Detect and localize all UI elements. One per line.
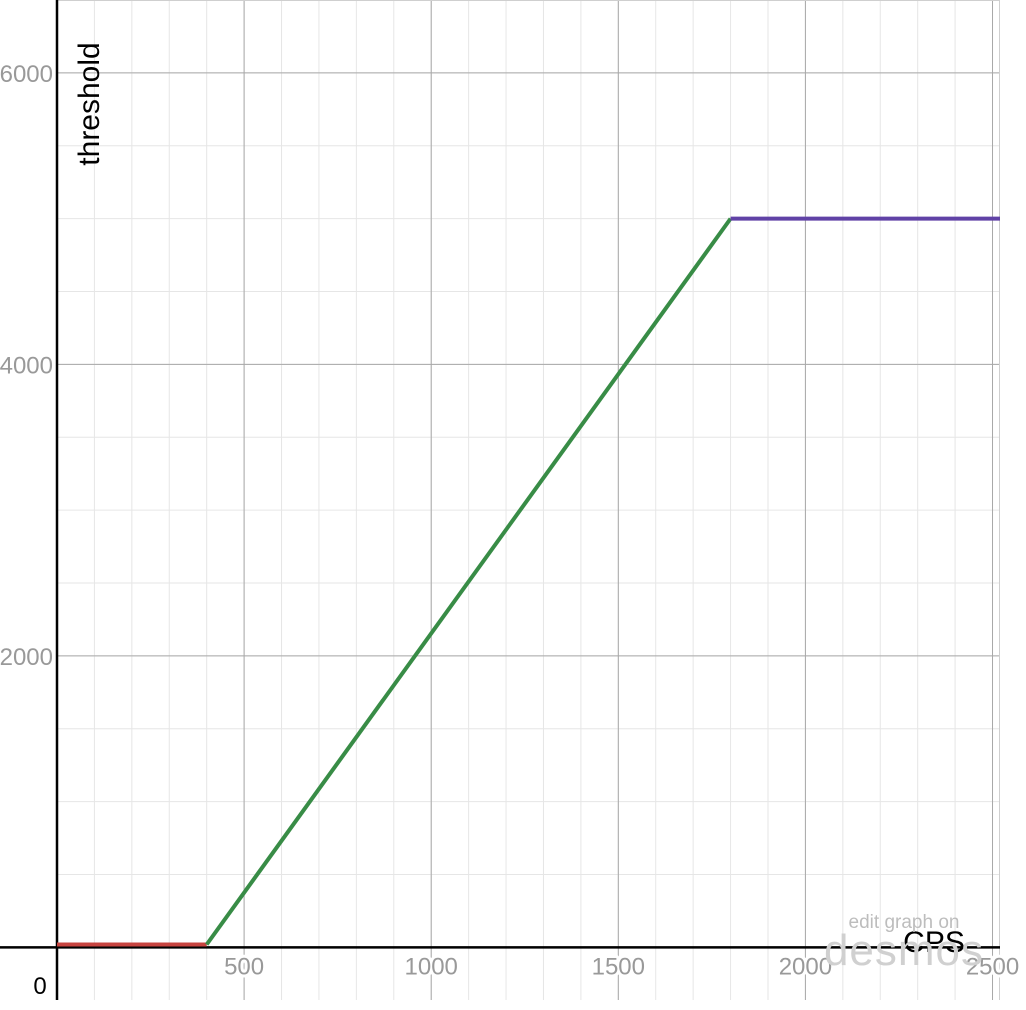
series-layer (57, 216, 1000, 947)
x-axis-label: CPS (903, 926, 965, 959)
y-axis-label: threshold (73, 42, 106, 165)
tick-labels: 500 1000 1500 2000 2500 2000 4000 6000 (0, 58, 1022, 984)
origin-label: 0 (33, 973, 46, 1000)
major-grid (57, 0, 1000, 1000)
x-tick-label: 2000 (779, 953, 832, 980)
x-tick-label: 1000 (405, 953, 458, 980)
x-tick-label: 1500 (592, 953, 645, 980)
x-tick-label: 2500 (966, 953, 1019, 980)
y-tick-label: 6000 (0, 61, 53, 88)
desmos-logo[interactable]: desmos (824, 926, 984, 975)
axes (0, 0, 1000, 1000)
y-tick-label: 4000 (0, 352, 53, 379)
desmos-branding[interactable]: edit graph on desmos (824, 912, 984, 975)
series-line-2 (205, 217, 733, 946)
y-tick-label: 2000 (0, 644, 53, 671)
edit-graph-link[interactable]: edit graph on (849, 912, 960, 933)
x-tick-label: 500 (224, 953, 264, 980)
